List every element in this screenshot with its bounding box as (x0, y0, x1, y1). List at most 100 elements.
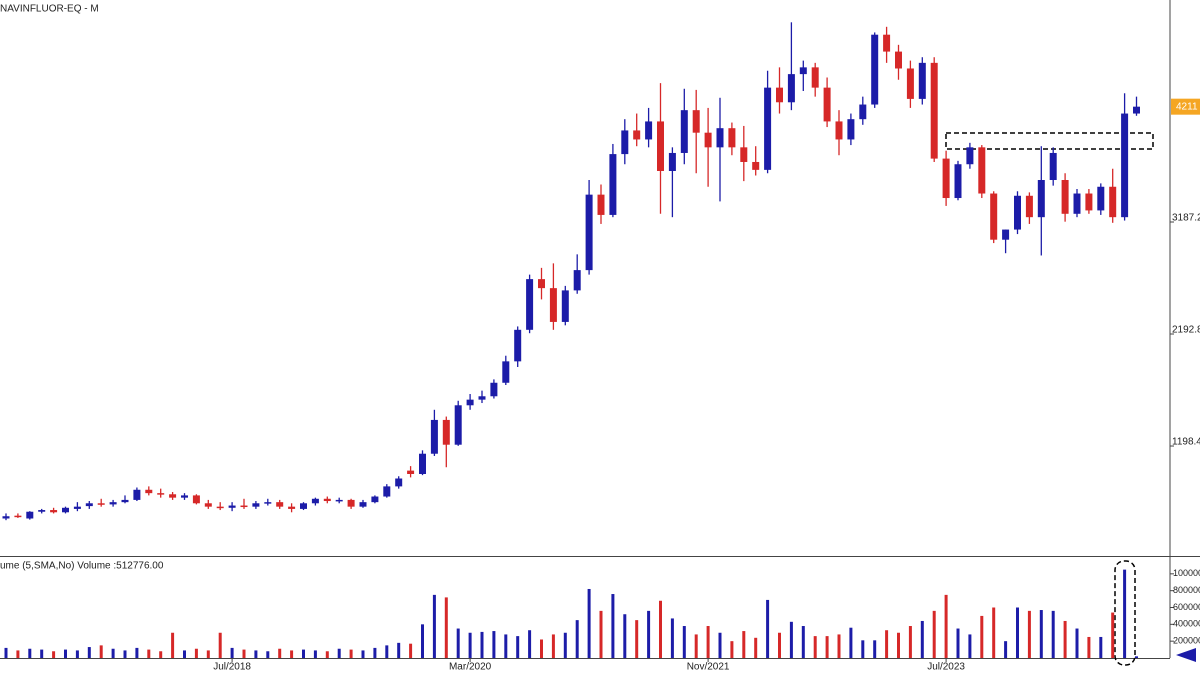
volume-bar (480, 631, 484, 658)
volume-bar (1016, 607, 1019, 658)
volume-bar (789, 621, 793, 658)
volume-bar (183, 650, 186, 658)
candle-body (764, 87, 772, 170)
candle-body (585, 194, 593, 271)
volume-bar (468, 632, 472, 658)
candle-body (847, 119, 855, 140)
volume-bar (87, 647, 91, 658)
candle-body (335, 499, 343, 502)
y-tick-label: 200000 (1173, 636, 1200, 646)
candle-body (300, 503, 307, 509)
volume-bar (349, 649, 353, 658)
volume-bar (837, 634, 841, 658)
y-tick-label: 2192.8 (1172, 325, 1200, 336)
volume-bar (1039, 610, 1043, 658)
chart-title: NAVINFLUOR-EQ - M (0, 4, 99, 15)
volume-bar (123, 650, 127, 658)
volume-bar (873, 640, 877, 658)
volume-bar (278, 648, 282, 658)
candle-body (1061, 180, 1069, 214)
candle-body (918, 62, 926, 99)
candle-body (109, 502, 117, 505)
candle-body (383, 486, 391, 497)
scroll-marker (1176, 648, 1196, 662)
volume-bar (611, 594, 615, 658)
volume-bar (944, 594, 948, 658)
volume-bar (16, 650, 20, 658)
candle-body (359, 502, 367, 507)
volume-bar (968, 634, 972, 658)
candle-body (50, 510, 58, 513)
candle-body (692, 110, 700, 133)
volume-bar (754, 637, 758, 658)
volume-bar (694, 634, 698, 658)
candle-body (657, 121, 664, 171)
volume-bar (1087, 636, 1091, 658)
volume-bar (1027, 610, 1031, 658)
candle-body (502, 361, 510, 383)
y-tick-label: 3187.2 (1172, 213, 1200, 224)
volume-bar (230, 647, 234, 658)
volume-bar (1123, 569, 1127, 658)
volume-bar (540, 639, 543, 658)
candle-body (776, 87, 783, 103)
candle-body (704, 132, 712, 148)
candle-body (97, 503, 105, 505)
volume-bar (504, 634, 508, 658)
candle-body (1121, 113, 1129, 218)
candle-body (276, 502, 284, 507)
candle-body (264, 502, 272, 504)
volume-bar (313, 650, 317, 658)
candle-body (1014, 195, 1021, 230)
candle-body (645, 121, 653, 140)
volume-highlight (1114, 560, 1136, 666)
volume-bar (409, 643, 413, 658)
candle-body (478, 396, 486, 400)
candle-body (787, 74, 795, 103)
candle-body (799, 67, 807, 75)
volume-bar (1099, 636, 1103, 658)
candle-body (38, 510, 46, 512)
volume-bar (706, 626, 710, 658)
candle-body (966, 147, 974, 165)
candle-body (323, 498, 331, 502)
candle-body (145, 489, 153, 494)
candle-body (407, 470, 415, 474)
y-tick-label: 800000 (1173, 585, 1200, 595)
candle-body (192, 495, 200, 504)
candle-body (169, 494, 177, 498)
x-tick-label: Jul/2018 (213, 662, 251, 673)
candle-body (906, 68, 914, 99)
volume-bar (52, 651, 56, 658)
volume-bar (432, 594, 436, 658)
volume-bar (718, 632, 722, 658)
candle-body (680, 110, 688, 153)
candle-body (466, 399, 474, 406)
volume-bar (206, 650, 210, 658)
candle-body (442, 419, 450, 445)
volume-bar (444, 597, 448, 658)
volume-bar (64, 649, 67, 658)
candle-body (1133, 106, 1140, 114)
volume-bar (813, 636, 817, 658)
volume-bar (599, 610, 603, 658)
volume-bar (730, 641, 734, 658)
volume-bar (1051, 610, 1055, 658)
volume-bar (397, 642, 401, 658)
volume-bar (99, 645, 103, 658)
volume-bar (75, 650, 79, 658)
candle-body (430, 419, 438, 454)
candle-body (454, 405, 462, 445)
candle-body (1097, 186, 1105, 211)
volume-bar (373, 647, 377, 658)
candle-body (609, 154, 617, 215)
candle-body (716, 128, 724, 148)
volume-bar (908, 626, 912, 658)
y-tick-label: 1198.4 (1172, 437, 1200, 448)
candle-body (311, 498, 319, 504)
candle-body (157, 493, 165, 495)
candle-body (573, 270, 581, 291)
candle-body (740, 147, 748, 162)
candle-body (1109, 186, 1117, 218)
